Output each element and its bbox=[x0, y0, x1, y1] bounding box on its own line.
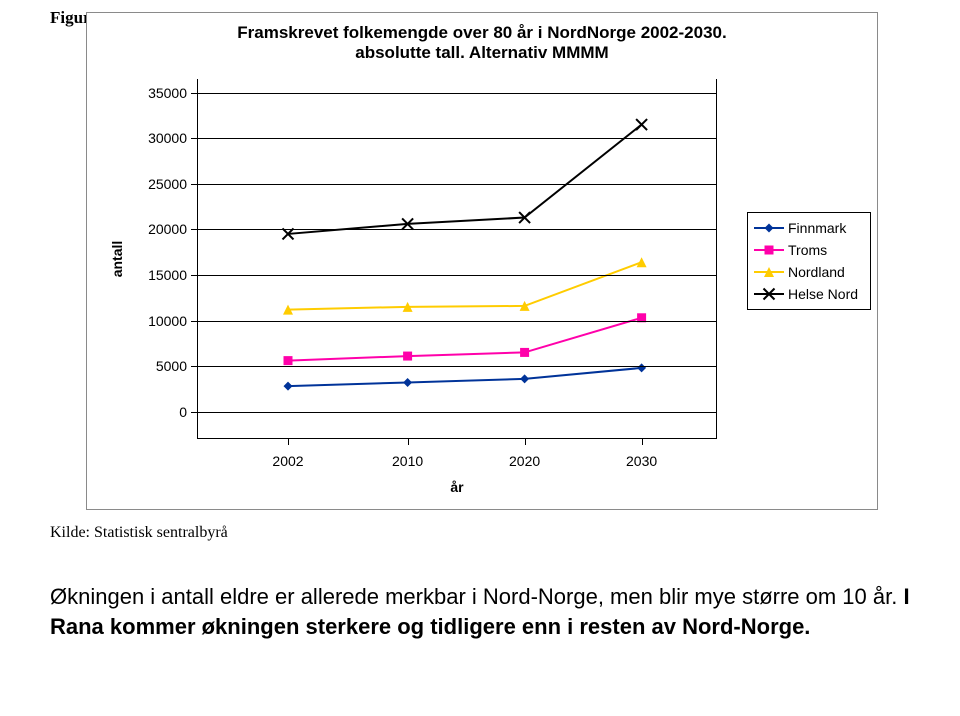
chart-container: Framskrevet folkemengde over 80 år i Nor… bbox=[86, 12, 878, 510]
x-tick-mark bbox=[642, 439, 643, 445]
y-tick-label: 30000 bbox=[117, 130, 187, 146]
page: Figur 1: Framskrevet folkemengde over 80… bbox=[0, 0, 960, 716]
x-axis-title: år bbox=[450, 479, 463, 495]
x-tick-label: 2020 bbox=[509, 453, 540, 469]
gridline bbox=[197, 93, 717, 94]
chart-title-line1: Framskrevet folkemengde over 80 år i Nor… bbox=[237, 23, 726, 42]
y-tick-label: 10000 bbox=[117, 313, 187, 329]
legend-item: Nordland bbox=[754, 261, 864, 283]
chart-title-line2: absolutte tall. Alternativ MMMM bbox=[355, 43, 608, 62]
legend-item: Finnmark bbox=[754, 217, 864, 239]
legend-label: Nordland bbox=[788, 264, 845, 280]
legend-swatch-icon bbox=[754, 264, 784, 280]
y-tick-mark bbox=[191, 321, 197, 322]
legend: Finnmark Troms Nordland Helse Nord bbox=[747, 212, 871, 310]
series-finnmark bbox=[284, 363, 647, 390]
x-tick-mark bbox=[288, 439, 289, 445]
y-tick-label: 20000 bbox=[117, 221, 187, 237]
legend-label: Troms bbox=[788, 242, 827, 258]
y-tick-mark bbox=[191, 229, 197, 230]
y-tick-mark bbox=[191, 275, 197, 276]
x-tick-mark bbox=[525, 439, 526, 445]
x-tick-label: 2010 bbox=[392, 453, 423, 469]
y-tick-label: 15000 bbox=[117, 267, 187, 283]
series-svg bbox=[197, 79, 717, 439]
gridline bbox=[197, 412, 717, 413]
y-tick-mark bbox=[191, 138, 197, 139]
y-tick-label: 0 bbox=[117, 404, 187, 420]
y-tick-mark bbox=[191, 184, 197, 185]
gridline bbox=[197, 184, 717, 185]
legend-label: Finnmark bbox=[788, 220, 846, 236]
plot-area: år 0500010000150002000025000300003500020… bbox=[197, 79, 717, 439]
legend-swatch-icon bbox=[754, 242, 784, 258]
chart-title: Framskrevet folkemengde over 80 år i Nor… bbox=[87, 23, 877, 62]
y-tick-mark bbox=[191, 93, 197, 94]
body-text: Økningen i antall eldre er allerede merk… bbox=[50, 582, 930, 641]
legend-swatch-icon bbox=[754, 286, 784, 302]
gridline bbox=[197, 229, 717, 230]
legend-item: Helse Nord bbox=[754, 283, 864, 305]
body-text-part1: Økningen i antall eldre er allerede merk… bbox=[50, 584, 903, 609]
gridline bbox=[197, 138, 717, 139]
x-tick-label: 2030 bbox=[626, 453, 657, 469]
legend-label: Helse Nord bbox=[788, 286, 858, 302]
series-nordland bbox=[283, 257, 647, 314]
legend-swatch-icon bbox=[754, 220, 784, 236]
legend-item: Troms bbox=[754, 239, 864, 261]
y-tick-mark bbox=[191, 366, 197, 367]
gridline bbox=[197, 366, 717, 367]
source-text: Kilde: Statistisk sentralbyrå bbox=[50, 524, 228, 542]
series-helse-nord bbox=[283, 119, 648, 239]
y-tick-label: 5000 bbox=[117, 358, 187, 374]
x-tick-mark bbox=[408, 439, 409, 445]
gridline bbox=[197, 321, 717, 322]
y-tick-label: 35000 bbox=[117, 85, 187, 101]
x-tick-label: 2002 bbox=[272, 453, 303, 469]
y-tick-mark bbox=[191, 412, 197, 413]
y-tick-label: 25000 bbox=[117, 176, 187, 192]
gridline bbox=[197, 275, 717, 276]
